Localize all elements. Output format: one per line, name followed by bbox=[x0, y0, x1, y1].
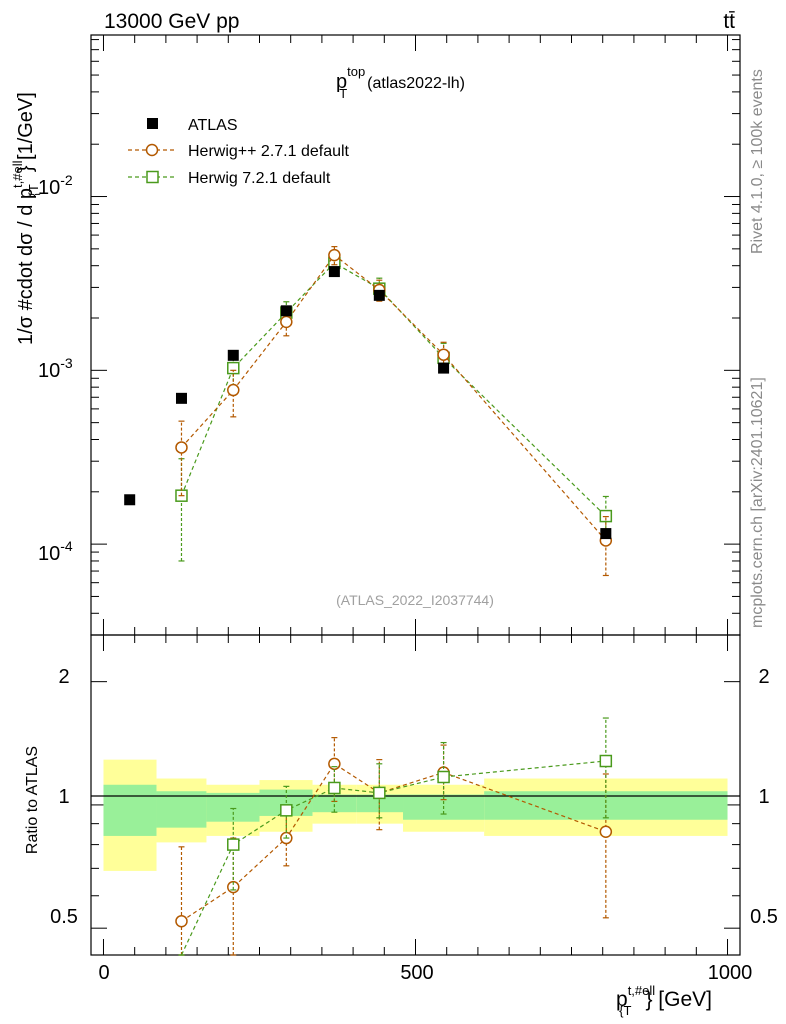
ratio-point-herwigpp bbox=[328, 757, 341, 771]
energy-label: 13000 GeV pp bbox=[104, 10, 239, 33]
upper-data-series bbox=[124, 246, 613, 577]
process-label: tt̄ bbox=[723, 10, 735, 33]
legend-marker-atlas bbox=[147, 118, 158, 129]
plot-title: ptop T(atlas2022-lh) bbox=[336, 64, 465, 101]
rivet-version-label: Rivet 4.1.0, ≥ 100k events bbox=[749, 69, 766, 254]
upper-point-herwigpp bbox=[175, 441, 188, 454]
x-axis-label: pt,#ell {T} [GeV] bbox=[616, 983, 712, 1018]
ratio-point-herwigpp bbox=[599, 825, 613, 838]
ratio-point-herwig7 bbox=[280, 804, 293, 817]
ratio-uncertainty-bands bbox=[103, 759, 728, 871]
upper-point-atlas bbox=[328, 266, 340, 278]
ratio-point-herwig7 bbox=[227, 838, 240, 851]
upper-point-herwig7 bbox=[227, 361, 240, 375]
ratio-tick-label-right-0p5: 0.5 bbox=[750, 906, 778, 928]
ratio-y-axis-label: Ratio to ATLAS bbox=[24, 746, 41, 854]
upper-point-atlas bbox=[124, 494, 136, 506]
ratio-band-inner bbox=[206, 792, 260, 822]
ratio-data-series bbox=[175, 717, 613, 956]
ratio-tick-label-left-0p5: 0.5 bbox=[50, 906, 78, 928]
ratio-band-inner bbox=[312, 794, 357, 813]
ratio-tick-label-right-2: 2 bbox=[758, 666, 769, 688]
legend-label-herwigpp: Herwig++ 2.7.1 default bbox=[188, 143, 350, 160]
x-tick-label-1000: 1000 bbox=[708, 962, 753, 984]
upper-point-herwigpp bbox=[280, 315, 293, 329]
upper-line-herwigpp bbox=[181, 254, 607, 541]
ratio-tick-label-left-1: 1 bbox=[58, 786, 69, 808]
mcplots-label: mcplots.cern.ch [arXiv:2401.10621] bbox=[749, 377, 766, 628]
upper-y-axis-label: 1/σ #cdot dσ / d pt,#ell{T} [1/GeV] bbox=[10, 92, 41, 345]
upper-line-herwig7 bbox=[180, 262, 607, 517]
analysis-id-label: (ATLAS_2022_I2037744) bbox=[336, 592, 494, 608]
ratio-point-herwig7 bbox=[373, 786, 386, 800]
x-tick-label-500: 500 bbox=[400, 962, 433, 984]
upper-point-herwigpp bbox=[227, 383, 240, 397]
ratio-point-herwigpp bbox=[175, 914, 188, 928]
upper-point-atlas bbox=[227, 349, 239, 361]
upper-axis-ticks bbox=[91, 39, 740, 636]
ratio-band-inner bbox=[156, 791, 207, 828]
upper-point-herwigpp bbox=[328, 248, 341, 262]
ratio-point-herwig7 bbox=[437, 770, 450, 784]
upper-point-atlas bbox=[600, 528, 612, 540]
legend-marker-herwigpp bbox=[145, 143, 159, 157]
ratio-point-herwig7 bbox=[328, 781, 341, 795]
upper-point-atlas bbox=[280, 305, 292, 317]
ratio-band-inner bbox=[103, 784, 157, 836]
y-tick-label-1e-2: 10-2 bbox=[38, 172, 73, 199]
legend-marker-herwig7 bbox=[146, 170, 159, 184]
legend: ATLAS Herwig++ 2.7.1 default Herwig 7.2.… bbox=[128, 117, 350, 187]
y-tick-label-1e-4: 10-4 bbox=[38, 538, 73, 565]
x-axis-ticks bbox=[102, 35, 729, 955]
x-tick-label-0: 0 bbox=[98, 962, 109, 984]
legend-label-atlas: ATLAS bbox=[188, 117, 238, 134]
upper-point-herwigpp bbox=[437, 348, 450, 361]
ratio-point-herwig7 bbox=[599, 754, 613, 768]
upper-point-atlas bbox=[373, 289, 385, 301]
y-tick-label-1e-3: 10-3 bbox=[38, 355, 73, 382]
ratio-tick-label-right-1: 1 bbox=[758, 786, 769, 808]
ratio-tick-label-left-2: 2 bbox=[58, 666, 69, 688]
legend-label-herwig7: Herwig 7.2.1 default bbox=[188, 170, 331, 187]
upper-point-atlas bbox=[438, 362, 450, 374]
upper-point-atlas bbox=[175, 392, 187, 404]
ratio-axis-ticks bbox=[91, 681, 740, 929]
